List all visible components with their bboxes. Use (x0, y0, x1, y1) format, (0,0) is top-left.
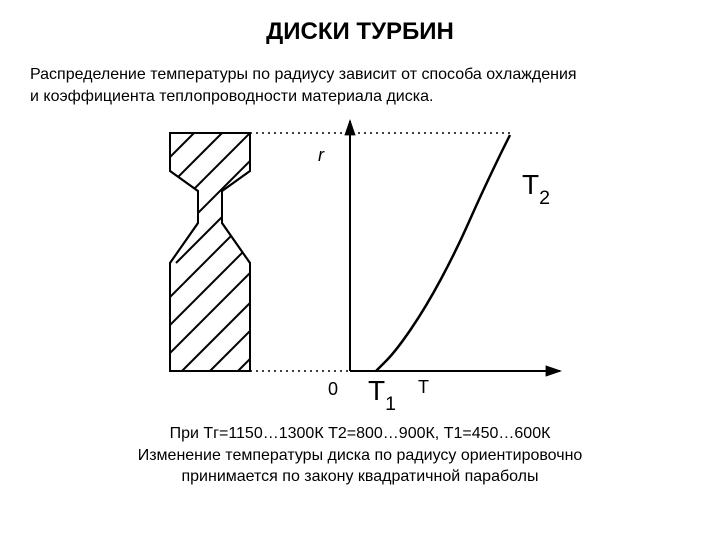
footer-line1: При Тг=1150…1300К Т2=800…900К, Т1=450…60… (40, 423, 680, 445)
footer-text: При Тг=1150…1300К Т2=800…900К, Т1=450…60… (0, 415, 720, 488)
footer-line2: Изменение температуры диска по радиусу о… (40, 445, 680, 467)
t1-label: Т1 (368, 375, 396, 413)
origin-label: 0 (328, 379, 338, 400)
r-axis-label: r (318, 145, 324, 166)
t2-label: Т2 (522, 169, 550, 207)
page-title: ДИСКИ ТУРБИН (0, 0, 720, 46)
diagram: r 0 Т Т1 Т2 (0, 115, 720, 415)
t-axis-label: Т (418, 377, 429, 398)
subtitle-line2: и коэффициента теплопроводности материал… (30, 88, 433, 105)
subtitle: Распределение температуры по радиусу зав… (0, 46, 720, 107)
diagram-svg (0, 115, 720, 415)
subtitle-line1: Распределение температуры по радиусу зав… (30, 66, 577, 83)
footer-line3: принимается по закону квадратичной параб… (40, 466, 680, 488)
